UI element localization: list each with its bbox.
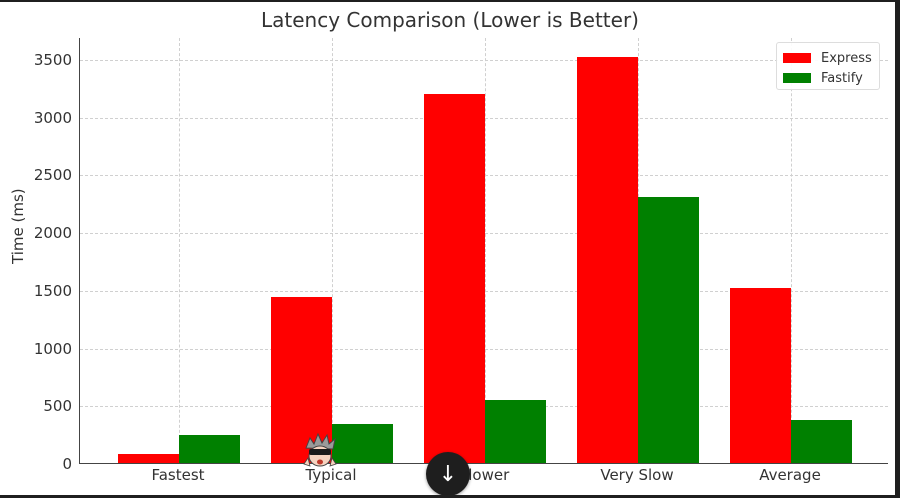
bar-fastify-fastest <box>179 435 240 463</box>
h-gridline <box>80 59 888 61</box>
bar-express-very-slow <box>577 56 638 463</box>
x-tick-label: Very Slow <box>600 466 674 484</box>
x-tick-label: Fastest <box>151 466 205 484</box>
y-tick-label: 1500 <box>33 281 72 300</box>
x-tick-label: Slower <box>458 466 510 484</box>
v-gridline <box>791 38 792 463</box>
y-tick-label: 2000 <box>33 224 72 243</box>
x-tick-label: Average <box>759 466 821 484</box>
y-tick-label: 2500 <box>33 166 72 185</box>
legend-label-fastify: Fastify <box>821 70 863 86</box>
x-tick-label: Typical <box>305 466 357 484</box>
y-axis-label-text: Time (ms) <box>9 188 27 264</box>
bar-fastify-very-slow <box>638 197 699 463</box>
plot-area <box>79 38 888 464</box>
chart-title: Latency Comparison (Lower is Better) <box>261 8 639 32</box>
y-tick-label: 3500 <box>33 50 72 69</box>
legend-label-express: Express <box>821 50 872 66</box>
y-tick-label: 3000 <box>33 108 72 127</box>
legend: Express Fastify <box>776 42 880 90</box>
bar-express-typical <box>271 296 332 463</box>
bar-fastify-average <box>791 419 852 463</box>
bar-express-average <box>730 288 791 463</box>
scroll-down-button[interactable]: ↓ <box>426 452 470 496</box>
bar-fastify-typical <box>332 423 393 463</box>
legend-swatch-express <box>783 53 811 63</box>
anime-sticker-icon <box>300 432 340 472</box>
legend-item-express: Express <box>783 50 872 66</box>
bar-fastify-slower <box>485 400 546 463</box>
y-tick-label: 500 <box>43 397 72 416</box>
legend-item-fastify: Fastify <box>783 70 863 86</box>
y-tick-label: 1000 <box>33 339 72 358</box>
v-gridline <box>332 38 333 463</box>
v-gridline <box>179 38 180 463</box>
arrow-down-icon: ↓ <box>438 461 458 487</box>
y-tick-label: 0 <box>62 455 72 473</box>
y-axis-label: Time (ms) <box>9 188 27 264</box>
bar-express-slower <box>424 93 485 463</box>
legend-swatch-fastify <box>783 73 811 83</box>
bar-express-fastest <box>118 453 179 463</box>
